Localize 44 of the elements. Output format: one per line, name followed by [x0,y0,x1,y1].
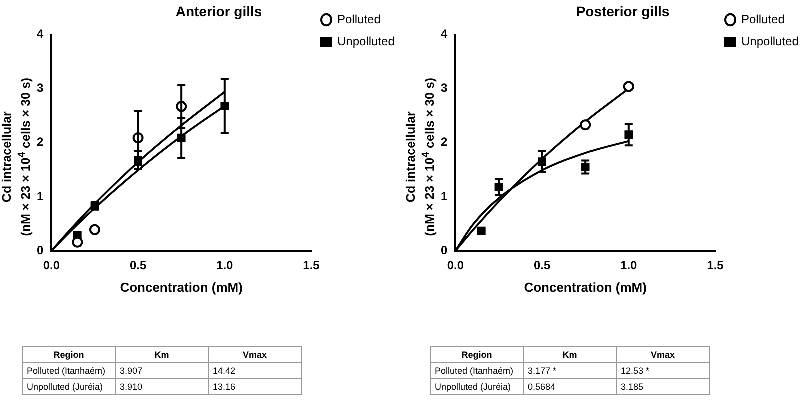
legend-label: Unpolluted [742,34,799,48]
category-label: Vmax [616,346,710,362]
category-label: Region [430,346,524,362]
y-tick-label: 0 [36,243,44,258]
x-tick-label: 1.0 [216,258,234,273]
legend-label: Polluted [338,12,381,26]
x-tick-label: 0.0 [43,258,60,273]
category-label: Polluted (Itanhaém) [435,366,514,376]
y-tick-label: 1 [440,189,448,204]
text: 12.53 * [621,366,650,376]
category-label: Km [524,346,616,362]
category-label: Unpolluted (Juréia) [435,382,512,392]
x-tick-label: 1.0 [620,258,638,273]
legend-label: Polluted [742,12,785,26]
category-label: Km [116,346,208,362]
x-tick-label: 0.5 [534,258,551,273]
text: 14.42 [213,366,236,376]
y-tick-label: 2 [36,135,44,150]
y-tick-label: 3 [36,81,44,96]
category-label: Polluted (Itanhaém) [27,366,106,376]
x-tick-label: 1.5 [303,258,320,273]
y-tick-label: 4 [440,27,448,42]
text: 13.16 [213,382,236,392]
x-axis-title: Concentration (mM) [120,280,243,295]
text: 0.5684 [528,382,556,392]
y-tick-label: 0 [440,243,448,258]
y-tick-label: 1 [36,189,44,204]
text: 3.185 [621,382,644,392]
category-label: Region [22,346,116,362]
chart-title: Posterior gills [576,3,670,20]
category-label: Unpolluted (Juréia) [27,382,104,392]
category-label: Vmax [208,346,302,362]
chart-title: Anterior gills [176,3,262,20]
text: 3.177 * [528,366,557,376]
x-tick-label: 1.5 [707,258,724,273]
y-tick-label: 3 [440,81,448,96]
text: 3.907 [120,366,143,376]
x-tick-label: 0.0 [447,258,464,273]
legend-label: Unpolluted [338,34,395,48]
x-axis-title: Concentration (mM) [524,280,647,295]
y-tick-label: 2 [440,135,448,150]
text: 3.910 [120,382,143,392]
x-tick-label: 0.5 [130,258,147,273]
y-tick-label: 4 [36,27,44,42]
